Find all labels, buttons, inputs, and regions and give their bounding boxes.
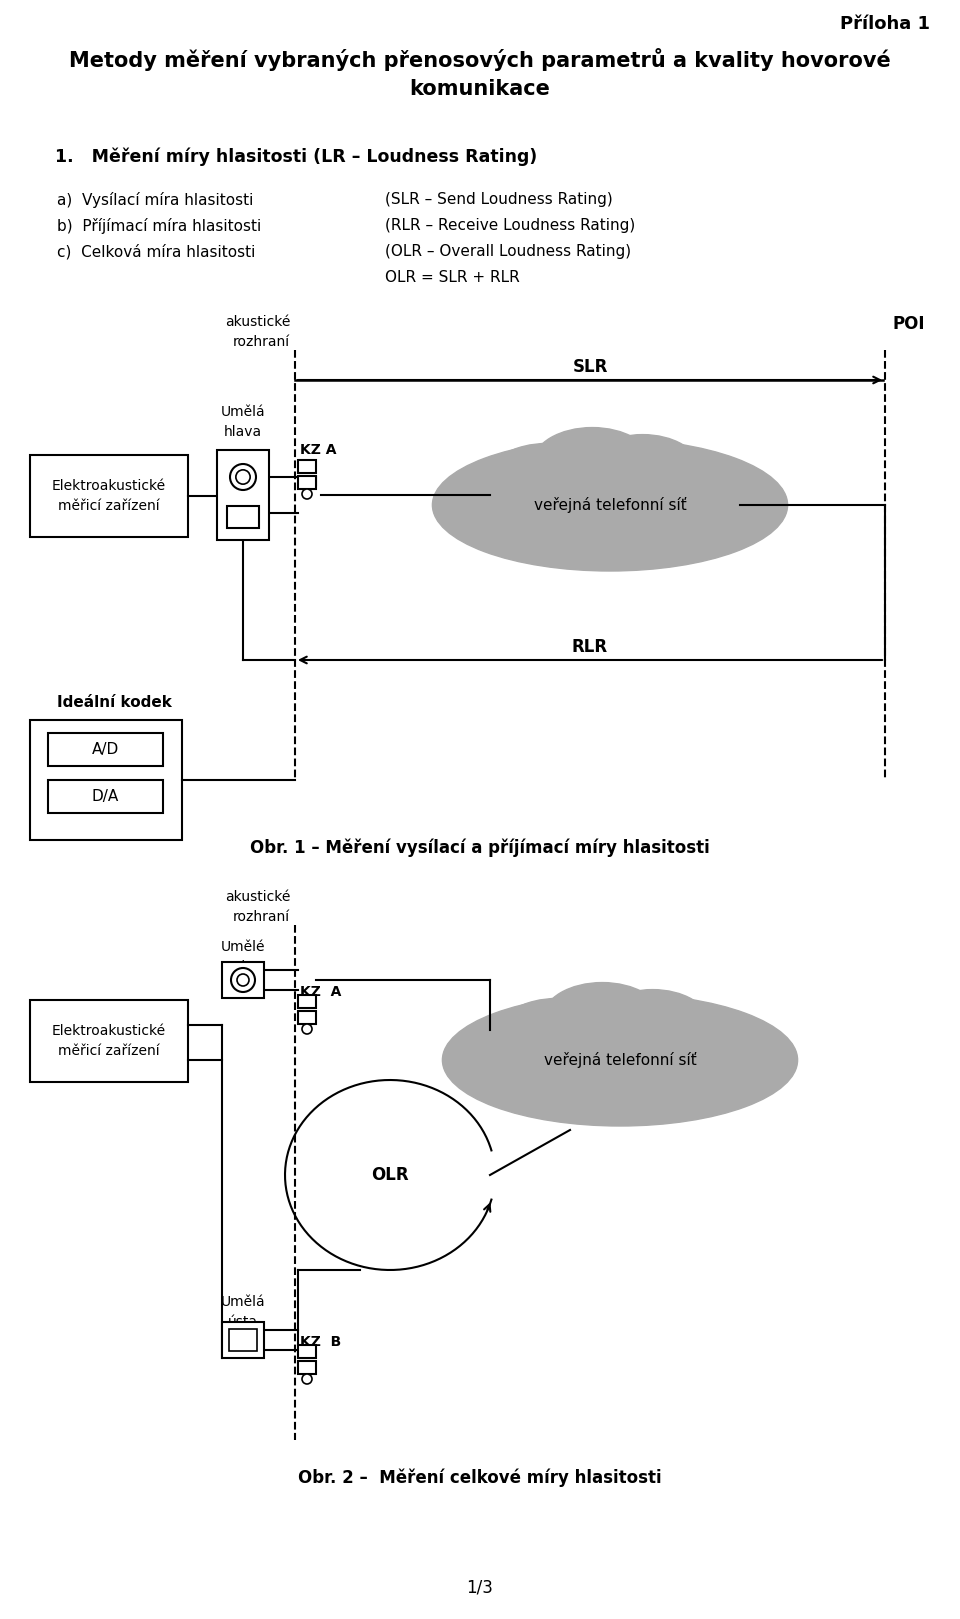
Ellipse shape bbox=[638, 460, 735, 518]
Text: RLR: RLR bbox=[572, 638, 608, 656]
Text: Ideální kodek: Ideální kodek bbox=[57, 695, 172, 711]
Circle shape bbox=[302, 1023, 312, 1035]
Text: Metody měření vybraných přenosových parametrů a kvality hovorové
komunikace: Metody měření vybraných přenosových para… bbox=[69, 49, 891, 99]
Text: KZ  B: KZ B bbox=[300, 1336, 341, 1349]
Circle shape bbox=[302, 489, 312, 499]
Text: OLR: OLR bbox=[372, 1166, 409, 1183]
Text: Umělá
hlava: Umělá hlava bbox=[221, 405, 265, 439]
Ellipse shape bbox=[660, 491, 743, 541]
Text: POI: POI bbox=[893, 316, 925, 334]
Text: Příloha 1: Příloha 1 bbox=[840, 15, 930, 32]
Text: c)  Celková míra hlasitosti: c) Celková míra hlasitosti bbox=[57, 244, 255, 259]
Bar bbox=[30, 1001, 188, 1081]
Text: veřejná telefonní síť: veřejná telefonní síť bbox=[534, 497, 686, 513]
Bar bbox=[298, 996, 316, 1009]
Text: KZ  A: KZ A bbox=[300, 984, 342, 999]
Text: 1.   Měření míry hlasitosti (LR – Loudness Rating): 1. Měření míry hlasitosti (LR – Loudness… bbox=[55, 147, 538, 167]
Text: Obr. 2 –  Měření celkové míry hlasitosti: Obr. 2 – Měření celkové míry hlasitosti bbox=[299, 1468, 661, 1486]
Circle shape bbox=[237, 975, 249, 986]
Ellipse shape bbox=[648, 1015, 746, 1073]
Bar bbox=[298, 476, 316, 489]
Ellipse shape bbox=[670, 1046, 754, 1094]
Text: akustické
rozhraní: akustické rozhraní bbox=[225, 890, 290, 923]
Bar bbox=[298, 460, 316, 473]
Text: A/D: A/D bbox=[91, 742, 119, 756]
Bar bbox=[298, 1345, 316, 1358]
Bar bbox=[298, 1010, 316, 1023]
Ellipse shape bbox=[596, 989, 708, 1057]
Bar bbox=[48, 780, 163, 813]
Bar bbox=[222, 1323, 264, 1358]
Ellipse shape bbox=[533, 427, 652, 499]
Text: veřejná telefonní síť: veřejná telefonní síť bbox=[543, 1052, 696, 1069]
Text: b)  Příjímací míra hlasitosti: b) Příjímací míra hlasitosti bbox=[57, 219, 261, 235]
Text: SLR: SLR bbox=[572, 358, 608, 376]
Ellipse shape bbox=[479, 1043, 568, 1094]
Bar bbox=[30, 455, 188, 538]
Ellipse shape bbox=[543, 983, 661, 1052]
Text: 1/3: 1/3 bbox=[467, 1579, 493, 1596]
Text: Obr. 1 – Měření vysílací a příjímací míry hlasitosti: Obr. 1 – Měření vysílací a příjímací mír… bbox=[251, 839, 709, 856]
Bar bbox=[229, 1329, 257, 1350]
Ellipse shape bbox=[443, 994, 798, 1125]
Ellipse shape bbox=[495, 999, 620, 1072]
Ellipse shape bbox=[432, 439, 787, 572]
Text: a)  Vysílací míra hlasitosti: a) Vysílací míra hlasitosti bbox=[57, 193, 253, 207]
Circle shape bbox=[302, 1375, 312, 1384]
Bar bbox=[48, 733, 163, 766]
Text: Umělá
ústa: Umělá ústa bbox=[221, 1295, 265, 1329]
Ellipse shape bbox=[469, 487, 558, 541]
Text: Umělé
ucho: Umělé ucho bbox=[221, 941, 265, 973]
Bar bbox=[227, 505, 259, 528]
Text: D/A: D/A bbox=[91, 788, 119, 803]
Circle shape bbox=[231, 968, 255, 992]
Text: OLR = SLR + RLR: OLR = SLR + RLR bbox=[385, 270, 519, 285]
Bar bbox=[222, 962, 264, 997]
Text: (SLR – Send Loudness Rating): (SLR – Send Loudness Rating) bbox=[385, 193, 612, 207]
Bar bbox=[298, 1362, 316, 1375]
Ellipse shape bbox=[587, 434, 699, 502]
Bar bbox=[217, 450, 269, 541]
Ellipse shape bbox=[486, 444, 610, 518]
Text: KZ A: KZ A bbox=[300, 444, 337, 457]
Bar bbox=[30, 720, 182, 840]
Text: (OLR – Overall Loudness Rating): (OLR – Overall Loudness Rating) bbox=[385, 244, 631, 259]
Text: (RLR – Receive Loudness Rating): (RLR – Receive Loudness Rating) bbox=[385, 219, 636, 233]
Text: Elektroakustické
měřicí zařízení: Elektroakustické měřicí zařízení bbox=[52, 1025, 166, 1057]
Text: akustické
rozhraní: akustické rozhraní bbox=[225, 316, 290, 348]
Circle shape bbox=[230, 465, 256, 491]
Circle shape bbox=[236, 470, 251, 484]
Text: Elektroakustické
měřicí zařízení: Elektroakustické měřicí zařízení bbox=[52, 479, 166, 513]
